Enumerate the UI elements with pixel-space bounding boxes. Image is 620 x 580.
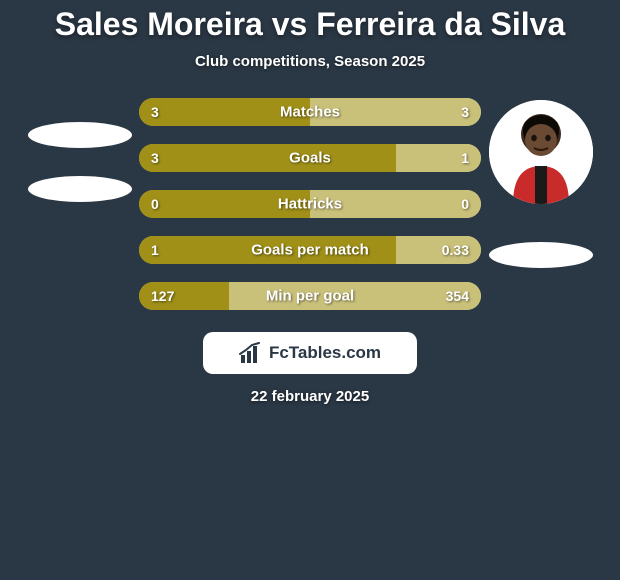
stat-bar-label: Matches [280,104,340,121]
stat-bar-left-fill [139,144,396,172]
stat-bar-label: Hattricks [278,196,342,213]
stat-bar-label: Min per goal [266,288,354,305]
bar-chart-icon [239,341,263,365]
stats-area: Matches 3 3 Goals 3 1 Hattricks 0 0 Goals per mat… [0,98,620,310]
stat-bar: Matches 3 3 [139,98,481,126]
page-subtitle: Club competitions, Season 2025 [0,53,620,70]
stat-bar-right-value: 3 [461,104,469,120]
stat-bar-left-value: 127 [151,288,174,304]
stat-bar: Goals 3 1 [139,144,481,172]
page-title: Sales Moreira vs Ferreira da Silva [0,6,620,43]
player-right-column [483,98,598,268]
player-right-name-placeholder [489,242,593,268]
stat-bar-left-value: 3 [151,150,159,166]
stat-bar-label: Goals per match [251,242,369,259]
stat-bar-right-value: 1 [461,150,469,166]
stat-bar-label: Goals [289,150,331,167]
player-left-placeholder-bottom [28,176,132,202]
stats-bars: Matches 3 3 Goals 3 1 Hattricks 0 0 Goals per mat… [137,98,483,310]
stat-bar: Goals per match 1 0.33 [139,236,481,264]
fctables-logo[interactable]: FcTables.com [203,332,417,374]
player-right-avatar [489,100,593,204]
stat-bar-left-value: 1 [151,242,159,258]
stat-bar-left-value: 3 [151,104,159,120]
player-left-placeholder-top [28,122,132,148]
logo-text: FcTables.com [269,343,381,363]
stat-bar-right-value: 0 [461,196,469,212]
stat-bar: Min per goal 127 354 [139,282,481,310]
stat-bar-right-value: 0.33 [442,242,469,258]
date-label: 22 february 2025 [0,388,620,405]
stat-bar-right-value: 354 [446,288,469,304]
player-left-column [22,98,137,202]
player-photo-icon [489,100,593,204]
stat-bar-left-value: 0 [151,196,159,212]
stat-bar: Hattricks 0 0 [139,190,481,218]
